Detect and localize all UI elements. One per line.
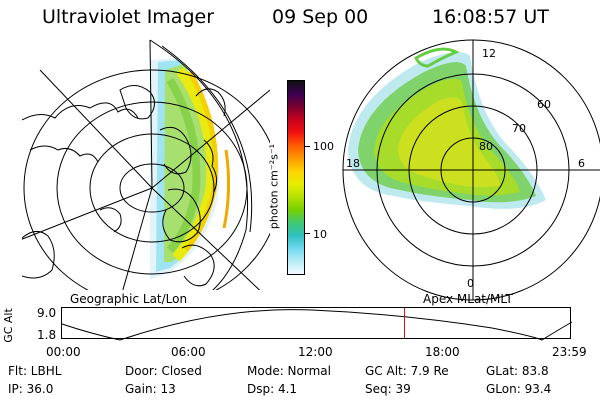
colorbar-tick-10 — [305, 233, 310, 234]
glon-value: GLon: 93.4 — [486, 382, 552, 396]
timeline-xtick-4: 23:59 — [552, 345, 587, 359]
terminator-arc — [161, 45, 253, 233]
colorbar-unit-label: photon cm⁻²s⁻¹ — [267, 143, 281, 230]
lat-circles — [23, 69, 270, 290]
colorbar-tick-label-10: 10 — [313, 228, 327, 241]
glat-value: GLat: 83.8 — [486, 364, 549, 378]
timeline-xtick-2: 12:00 — [298, 345, 333, 359]
time-label: 16:08:57 UT — [432, 6, 549, 28]
apex-caption: Apex MLat/MLT — [423, 292, 513, 306]
date-label: 09 Sep 00 — [272, 6, 369, 28]
geographic-map-content — [22, 39, 270, 290]
mode-value: Mode: Normal — [247, 364, 331, 378]
coastlines — [22, 85, 226, 287]
altitude-curve — [61, 309, 573, 341]
timeline-xtick-0: 00:00 — [46, 345, 81, 359]
door-value: Door: Closed — [125, 364, 202, 378]
limb-arc — [149, 39, 249, 290]
mlt-label-noon: 12 — [482, 47, 496, 60]
seq-value: Seq: 39 — [365, 382, 411, 396]
flt-value: Flt: LBHL — [8, 364, 62, 378]
aurora-emission-left — [150, 58, 231, 280]
gain-value: Gain: 13 — [125, 382, 176, 396]
timeline-axis-label: GC Alt — [1, 308, 15, 343]
lon-lines — [22, 39, 270, 290]
gc-alt-value: GC Alt: 7.9 Re — [365, 364, 449, 378]
timeline-xtick-3: 18:00 — [425, 345, 460, 359]
mlat-label-80: 80 — [479, 140, 493, 153]
mlt-label-midnight: 0 — [467, 277, 474, 290]
colorbar-tick-100 — [305, 146, 310, 147]
mlat-circles — [342, 39, 600, 301]
altitude-timeline — [61, 307, 573, 341]
colorbar — [287, 80, 305, 275]
current-time-marker — [403, 308, 405, 338]
mlt-label-dusk: 18 — [346, 157, 360, 170]
mlat-label-70: 70 — [512, 122, 526, 135]
timeline-ytick-max: 9.0 — [37, 306, 57, 320]
mlt-lines — [343, 40, 600, 300]
geographic-caption: Geographic Lat/Lon — [70, 292, 188, 306]
mlt-label-dawn: 6 — [578, 157, 585, 170]
instrument-title: Ultraviolet Imager — [42, 6, 215, 28]
mlat-label-60: 60 — [537, 98, 551, 111]
colorbar-gradient — [288, 81, 304, 274]
colorbar-tick-label-100: 100 — [313, 140, 334, 153]
dsp-value: Dsp: 4.1 — [247, 382, 298, 396]
timeline-ytick-min: 1.8 — [37, 328, 57, 342]
ip-value: IP: 36.0 — [8, 382, 54, 396]
timeline-xtick-1: 06:00 — [171, 345, 206, 359]
